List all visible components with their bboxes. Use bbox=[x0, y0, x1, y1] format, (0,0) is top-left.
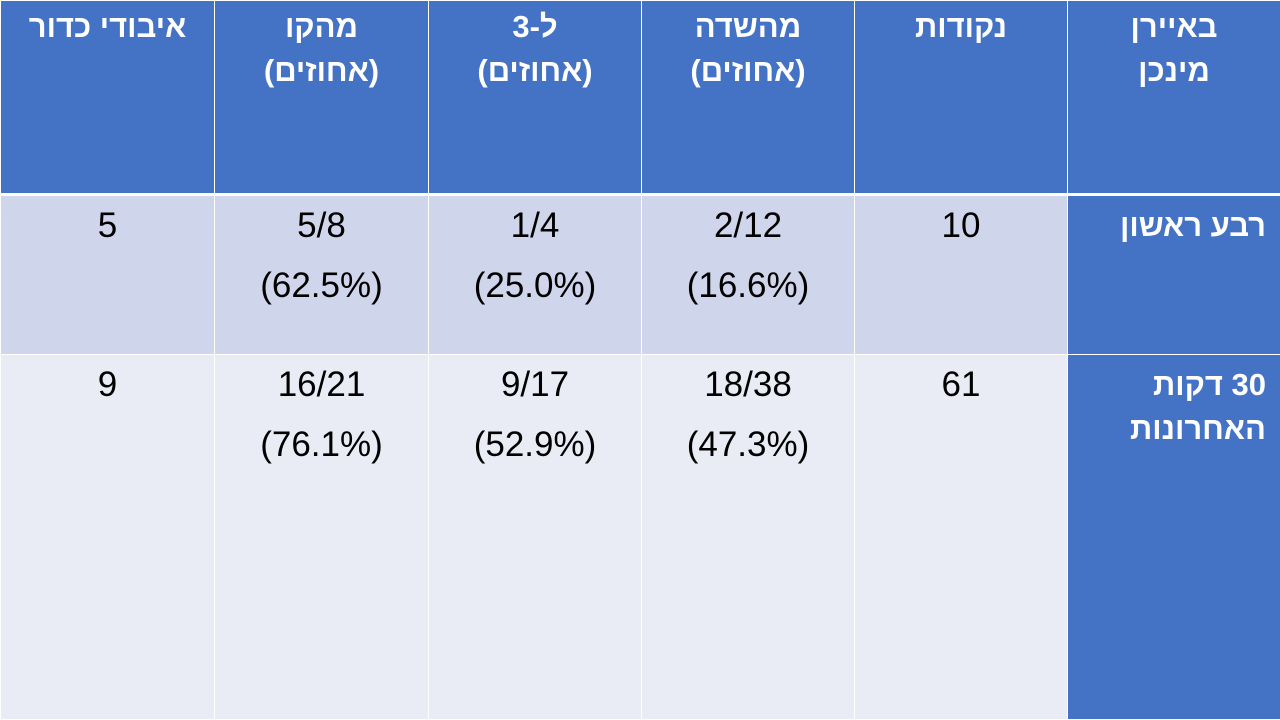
cell-field-goals: 2/12 (16.6%) bbox=[641, 194, 855, 355]
cell-points: 10 bbox=[854, 194, 1068, 355]
header-turnovers: איבודי כדור bbox=[0, 0, 215, 195]
cell-three-pointers: 9/17 (52.9%) bbox=[428, 354, 642, 720]
header-three-pointers: ל-3 (אחוזים) bbox=[428, 0, 642, 195]
cell-field-goals: 18/38 (47.3%) bbox=[641, 354, 855, 720]
row-label: 30 דקות האחרונות bbox=[1067, 354, 1280, 720]
header-row: באיירן מינכן נקודות מהשדה (אחוזים) ל-3 (… bbox=[0, 0, 1280, 195]
header-team: באיירן מינכן bbox=[1067, 0, 1280, 195]
cell-points: 61 bbox=[854, 354, 1068, 720]
table-row: 30 דקות האחרונות 61 18/38 (47.3%) 9/17 (… bbox=[0, 354, 1280, 720]
cell-turnovers: 5 bbox=[0, 194, 215, 355]
cell-free-throws: 5/8 (62.5%) bbox=[214, 194, 429, 355]
header-points: נקודות bbox=[854, 0, 1068, 195]
header-field-goals: מהשדה (אחוזים) bbox=[641, 0, 855, 195]
row-label: רבע ראשון bbox=[1067, 194, 1280, 355]
cell-three-pointers: 1/4 (25.0%) bbox=[428, 194, 642, 355]
header-free-throws: מהקו (אחוזים) bbox=[214, 0, 429, 195]
cell-turnovers: 9 bbox=[0, 354, 215, 720]
cell-free-throws: 16/21 (76.1%) bbox=[214, 354, 429, 720]
table-row: רבע ראשון 10 2/12 (16.6%) 1/4 (25.0%) 5/… bbox=[0, 194, 1280, 355]
